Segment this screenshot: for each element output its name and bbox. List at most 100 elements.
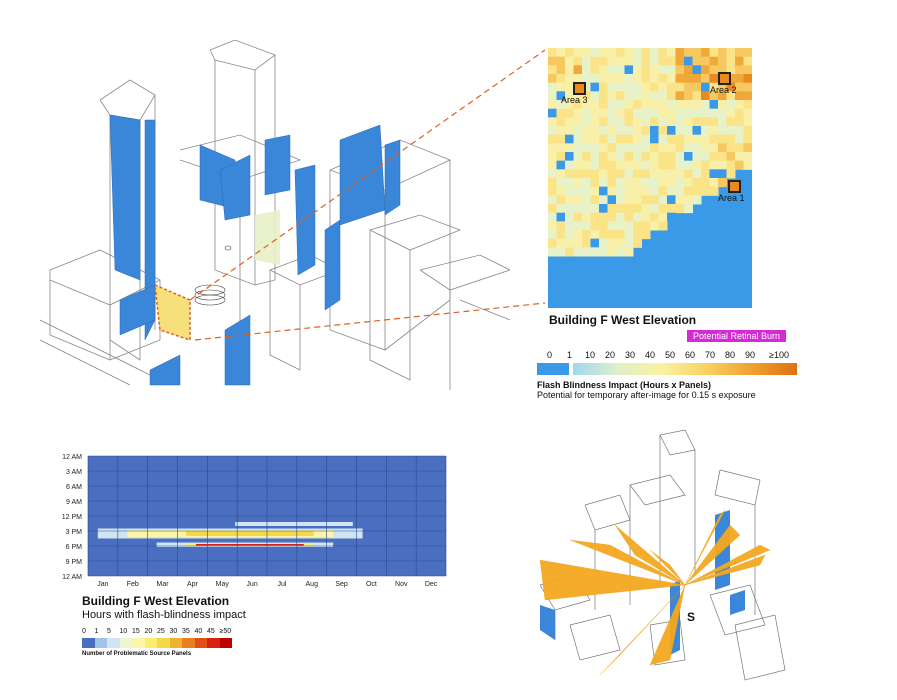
elevation-cell <box>548 91 557 101</box>
elevation-cell <box>624 238 634 248</box>
elevation-cell <box>599 117 608 127</box>
elevation-cell <box>556 48 566 58</box>
elevation-cell <box>641 82 651 92</box>
elevation-cell <box>590 160 600 170</box>
elevation-cell <box>548 152 557 162</box>
elevation-cell <box>616 56 625 66</box>
elevation-cell <box>743 56 752 66</box>
elevation-cell <box>616 117 625 127</box>
elevation-cell <box>590 126 600 136</box>
elevation-cell <box>616 126 625 136</box>
elevation-cell <box>667 143 676 153</box>
elevation-cell <box>582 134 591 144</box>
elevation-cell <box>667 134 676 144</box>
elevation-cell <box>684 82 693 92</box>
heatmap-y-label: 12 PM <box>62 514 82 521</box>
elevation-cell <box>726 82 736 92</box>
elevation-cell <box>556 186 566 196</box>
elevation-cell <box>718 126 727 136</box>
elevation-cell <box>633 195 642 205</box>
elevation-cell <box>607 143 617 153</box>
elevation-cell <box>684 160 693 170</box>
elevation-cell <box>692 117 702 127</box>
elevation-cell <box>548 212 557 222</box>
elevation-cell <box>735 100 744 110</box>
elevation-cell <box>675 204 685 214</box>
area-3-label: Area 3 <box>561 95 588 105</box>
elevation-cell <box>624 74 634 84</box>
elevation-cell <box>616 186 625 196</box>
elevation-cell <box>650 221 659 231</box>
elevation-cell <box>641 178 651 188</box>
elevation-cell <box>556 247 566 257</box>
elevation-cell <box>641 108 651 118</box>
elevation-cell <box>726 117 736 127</box>
elevation-cell <box>599 204 608 214</box>
elevation-cell <box>599 143 608 153</box>
heatmap-x-label: Jan <box>97 581 108 588</box>
elevation-cell <box>633 108 642 118</box>
elevation-cell <box>650 160 659 170</box>
elevation-cell <box>599 91 608 101</box>
elevation-cell <box>573 65 583 75</box>
elevation-cell <box>624 117 634 127</box>
elevation-cell <box>582 160 591 170</box>
heatmap-legend-tick: 1 <box>94 628 99 635</box>
heatmap-legend-tick: 25 <box>157 628 165 635</box>
elevation-cell <box>565 186 574 196</box>
elevation-cell <box>718 65 727 75</box>
sun-marker: S <box>687 610 695 624</box>
elevation-cell <box>565 126 574 136</box>
elevation-cell <box>556 221 566 231</box>
heatmap-legend-swatch <box>219 638 232 648</box>
elevation-cell <box>667 169 676 179</box>
elevation-cell <box>726 108 736 118</box>
elevation-cell <box>692 56 702 66</box>
elevation-cell <box>675 117 685 127</box>
elevation-cell <box>607 65 617 75</box>
elevation-cell <box>718 117 727 127</box>
elevation-cell <box>624 91 634 101</box>
elevation-cell <box>633 143 642 153</box>
elevation-cell <box>667 117 676 127</box>
elevation-cell <box>709 186 719 196</box>
heatmap-x-label: Nov <box>395 581 408 588</box>
heatmap-y-label: 9 PM <box>66 559 83 566</box>
elevation-cell <box>701 91 710 101</box>
elevation-cell <box>616 230 625 240</box>
elevation-cell <box>650 91 659 101</box>
elevation-cell <box>607 134 617 144</box>
elevation-cell <box>548 108 557 118</box>
elevation-cell <box>607 82 617 92</box>
elevation-cell <box>573 100 583 110</box>
elevation-cell <box>582 48 591 58</box>
elevation-cell <box>556 74 566 84</box>
elevation-cell <box>692 152 702 162</box>
elevation-cell <box>548 134 557 144</box>
elevation-cell <box>573 108 583 118</box>
elevation-cell <box>701 82 710 92</box>
elevation-cell <box>692 126 702 136</box>
elevation-cell <box>735 160 744 170</box>
elevation-cell <box>616 91 625 101</box>
elevation-cell <box>675 178 685 188</box>
flash-legend-tick: 1 <box>567 350 573 360</box>
heatmap-legend-tick: 30 <box>169 628 178 635</box>
flash-legend-title: Flash Blindness Impact (Hours x Panels) <box>537 380 712 390</box>
elevation-cell <box>624 195 634 205</box>
elevation-cell <box>582 221 591 231</box>
elevation-cell <box>556 195 566 205</box>
elevation-cell <box>701 160 710 170</box>
elevation-cell <box>650 186 659 196</box>
elevation-cell <box>590 143 600 153</box>
heatmap-x-label: May <box>216 581 230 588</box>
elevation-cell <box>641 48 651 58</box>
elevation-cell <box>599 100 608 110</box>
elevation-cell <box>641 204 651 214</box>
elevation-cell <box>573 204 583 214</box>
elevation-cell <box>590 212 600 222</box>
elevation-cell <box>684 204 693 214</box>
elevation-cell <box>701 178 710 188</box>
elevation-cell <box>684 91 693 101</box>
elevation-cell <box>667 186 676 196</box>
